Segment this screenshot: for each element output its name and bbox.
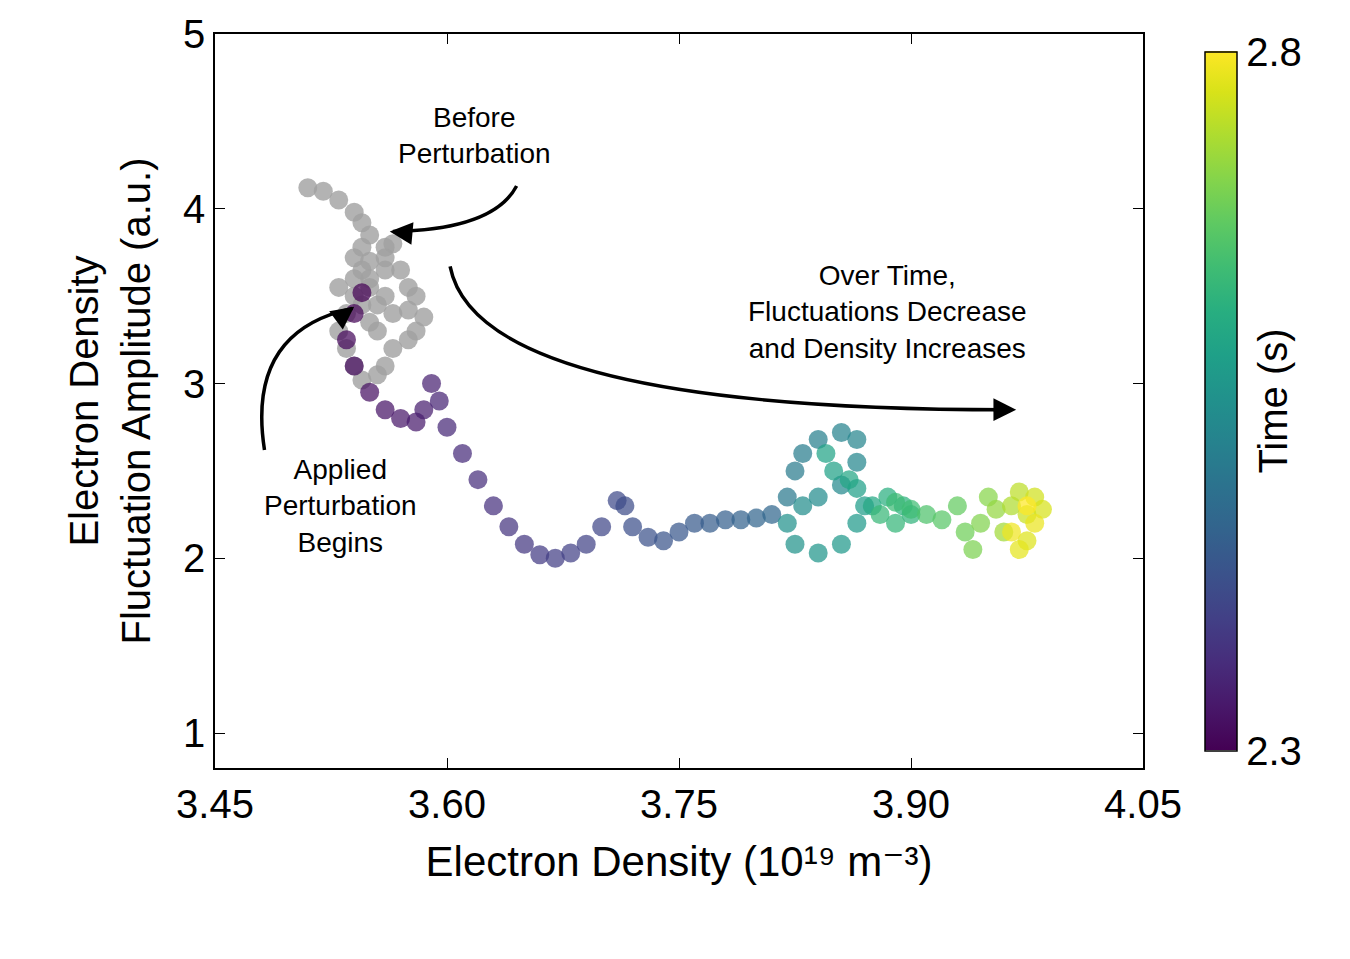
svg-text:3.45: 3.45	[176, 782, 254, 826]
svg-text:3.75: 3.75	[640, 782, 718, 826]
svg-text:5: 5	[183, 12, 205, 56]
svg-text:Time (s): Time (s)	[1251, 328, 1295, 473]
svg-text:3: 3	[183, 362, 205, 406]
svg-text:Over Time,Fluctuations Decreas: Over Time,Fluctuations Decreaseand Densi…	[748, 260, 1027, 364]
svg-text:4.05: 4.05	[1104, 782, 1182, 826]
svg-text:Electron Density (10¹⁹ m⁻³): Electron Density (10¹⁹ m⁻³)	[426, 838, 933, 885]
svg-text:1: 1	[183, 711, 205, 755]
svg-text:4: 4	[183, 187, 205, 231]
svg-text:2: 2	[183, 536, 205, 580]
svg-text:2.8: 2.8	[1246, 30, 1302, 74]
svg-text:3.60: 3.60	[408, 782, 486, 826]
svg-text:Electron DensityFluctuation Am: Electron DensityFluctuation Amplitude (a…	[62, 158, 158, 645]
svg-text:AppliedPerturbationBegins: AppliedPerturbationBegins	[264, 454, 417, 558]
svg-text:3.90: 3.90	[872, 782, 950, 826]
svg-text:BeforePerturbation: BeforePerturbation	[398, 102, 551, 169]
svg-text:2.3: 2.3	[1246, 729, 1302, 773]
